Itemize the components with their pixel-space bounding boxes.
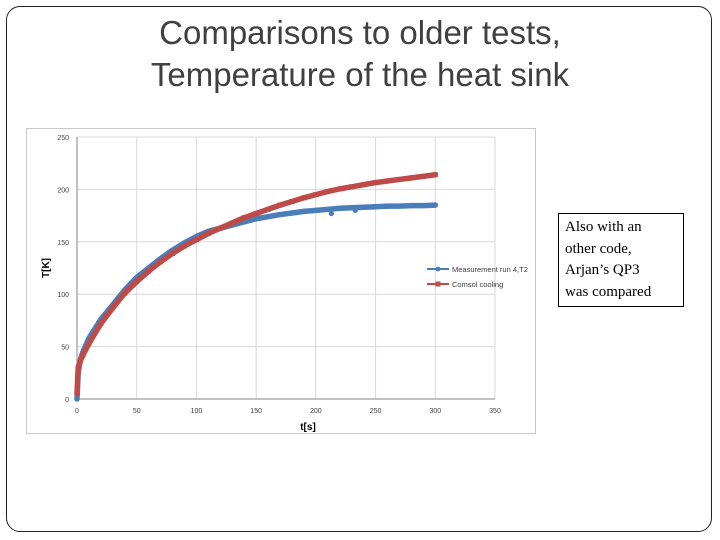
series-1-point-13 bbox=[181, 243, 187, 249]
y-tick-label-5: 250 bbox=[57, 135, 69, 142]
series-0-point-33 bbox=[420, 203, 426, 209]
series-1-point-32 bbox=[408, 175, 414, 181]
x-tick-label-2: 100 bbox=[191, 408, 203, 415]
series-0-outlier-1 bbox=[352, 207, 358, 213]
y-tick-label-3: 150 bbox=[57, 240, 69, 247]
series-1-point-14 bbox=[193, 237, 199, 243]
series-1-point-33 bbox=[420, 173, 426, 179]
series-1-point-31 bbox=[396, 176, 402, 182]
note-box: Also with an other code, Arjan’s QP3 was… bbox=[558, 213, 684, 307]
series-1-point-9 bbox=[134, 279, 140, 285]
series-1-point-10 bbox=[146, 268, 152, 274]
series-1-point-3 bbox=[78, 357, 84, 363]
series-1-point-22 bbox=[289, 198, 295, 204]
series-1-point-23 bbox=[301, 195, 307, 201]
series-0-point-31 bbox=[396, 203, 403, 209]
series-0-point-27 bbox=[349, 205, 355, 211]
legend-label-0: Measurement run 4,T2 bbox=[452, 265, 528, 274]
series-1-point-34 bbox=[432, 172, 438, 178]
series-0-point-20 bbox=[265, 214, 271, 220]
series-1-point-1 bbox=[75, 365, 81, 371]
series-0-point-19 bbox=[253, 216, 259, 222]
series-1-point-19 bbox=[253, 211, 259, 217]
series-1-point-15 bbox=[205, 230, 211, 236]
series-0-point-23 bbox=[301, 208, 307, 215]
x-tick-label-5: 250 bbox=[370, 408, 382, 415]
series-1-point-12 bbox=[170, 250, 176, 256]
series-1-point-21 bbox=[277, 202, 283, 208]
note-line-2: other code, bbox=[565, 240, 632, 257]
legend-marker-0 bbox=[435, 266, 441, 272]
series-1-point-20 bbox=[265, 206, 271, 212]
legend-marker-1 bbox=[435, 281, 441, 287]
series-1-point-11 bbox=[158, 259, 164, 265]
y-tick-label-0: 0 bbox=[65, 397, 69, 404]
note-line-4: was compared bbox=[565, 283, 652, 300]
series-0-point-29 bbox=[372, 204, 379, 210]
series-0-point-22 bbox=[289, 210, 295, 216]
series-0-point-34 bbox=[432, 202, 438, 208]
series-1-point-7 bbox=[110, 305, 116, 311]
series-1-point-0 bbox=[74, 391, 80, 397]
x-tick-label-4: 200 bbox=[310, 408, 322, 415]
legend-label-1: Comsol cooling bbox=[452, 280, 503, 289]
x-tick-label-3: 150 bbox=[250, 408, 262, 415]
series-0-point-24 bbox=[313, 207, 319, 213]
series-1-point-4 bbox=[80, 352, 86, 358]
y-tick-label-2: 100 bbox=[57, 292, 69, 299]
chart-container: 0 50 100 150 200 250 300 350 0 50 100 150 200 250 t[s]… bbox=[26, 128, 536, 434]
series-0-point-21 bbox=[277, 211, 283, 218]
note-line-1: Also with an bbox=[565, 219, 642, 235]
series-1-point-5 bbox=[86, 340, 92, 346]
series-0-point-26 bbox=[337, 205, 343, 211]
series-1-point-17 bbox=[229, 220, 235, 226]
series-1-point-30 bbox=[385, 178, 391, 184]
x-tick-label-1: 50 bbox=[133, 408, 141, 415]
temperature-chart: 0 50 100 150 200 250 300 350 0 50 100 150 200 250 t[s]… bbox=[41, 135, 528, 433]
series-0-point-32 bbox=[408, 203, 414, 209]
x-axis-label: t[s] bbox=[300, 422, 316, 433]
series-0-point-28 bbox=[361, 204, 367, 210]
series-0-outlier-0 bbox=[328, 210, 334, 217]
series-1-point-24 bbox=[313, 192, 319, 198]
series-1-point-27 bbox=[349, 184, 355, 190]
series-1-point-28 bbox=[361, 182, 367, 188]
series-1-point-6 bbox=[98, 321, 104, 327]
slide-title-line-2: Temperature of the heat sink bbox=[150, 56, 570, 93]
series-1-point-26 bbox=[337, 186, 343, 192]
series-1-point-29 bbox=[373, 180, 379, 186]
series-1-point-25 bbox=[325, 188, 331, 194]
series-1-point-16 bbox=[217, 225, 223, 231]
y-tick-label-4: 200 bbox=[57, 187, 69, 194]
series-1-point-2 bbox=[76, 360, 82, 366]
x-tick-label-7: 350 bbox=[489, 408, 501, 415]
note-line-3: Arjan’s QP3 bbox=[565, 262, 640, 278]
y-axis-label: T[K] bbox=[41, 258, 52, 278]
series-0-point-30 bbox=[384, 203, 391, 209]
series-1-point-8 bbox=[122, 290, 128, 296]
series-0-point-0 bbox=[74, 396, 80, 402]
series-1-point-18 bbox=[241, 215, 247, 221]
series-0-point-25 bbox=[325, 206, 331, 212]
slide-title-line-1: Comparisons to older tests, bbox=[159, 14, 561, 51]
x-tick-label-6: 300 bbox=[429, 408, 441, 415]
x-tick-label-0: 0 bbox=[75, 408, 79, 415]
slide-title: Comparisons to older tests, Temperature … bbox=[0, 12, 720, 96]
y-tick-label-1: 50 bbox=[61, 345, 69, 352]
